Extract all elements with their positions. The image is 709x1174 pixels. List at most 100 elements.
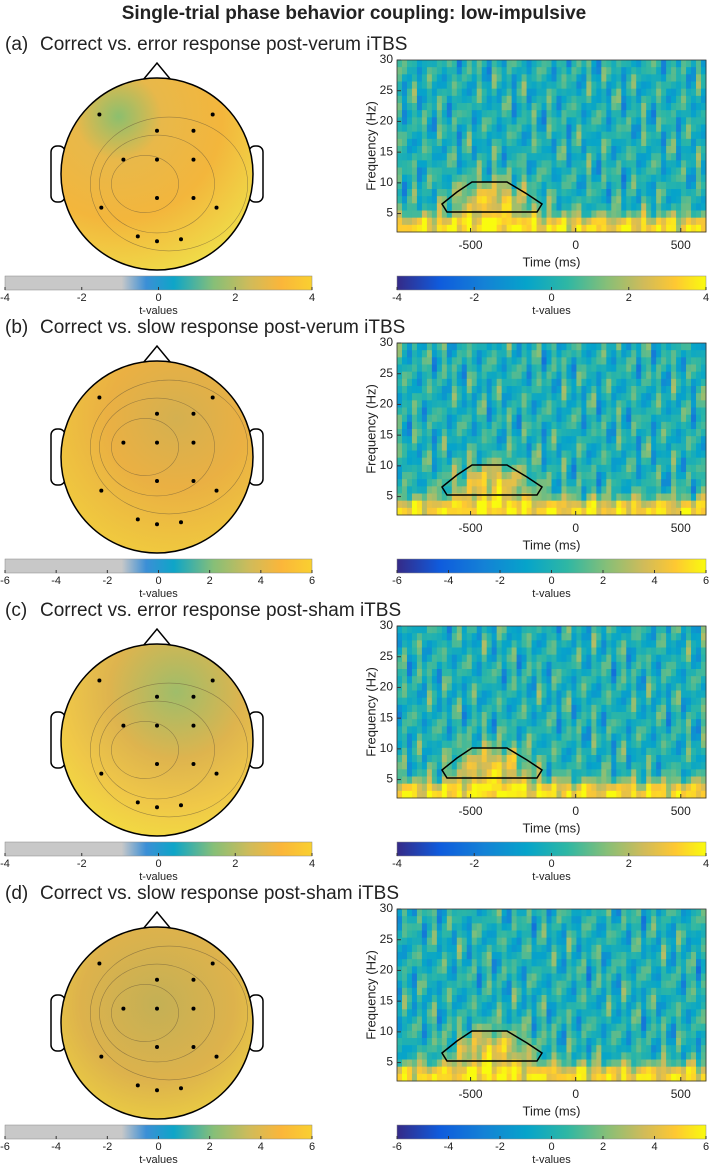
heatmap-cell (416, 421, 423, 430)
heatmap-cell (696, 676, 702, 684)
heatmap-cell (451, 450, 458, 459)
heatmap-cell (431, 67, 438, 75)
heatmap-cell (686, 472, 692, 480)
heatmap-cell (566, 378, 572, 387)
heatmap-cell (636, 676, 642, 684)
heatmap-cell (581, 103, 587, 111)
heatmap-cell (561, 88, 567, 97)
heatmap-cell (461, 124, 468, 133)
heatmap-cell (401, 1059, 408, 1068)
heatmap-cell (421, 683, 428, 691)
heatmap-cell (661, 450, 667, 459)
heatmap-cell (406, 472, 413, 480)
heatmap-cell (466, 697, 473, 706)
heatmap-cell (471, 110, 478, 118)
heatmap-cell (411, 110, 418, 118)
contour-line (99, 134, 215, 234)
heatmap-cell (681, 640, 687, 648)
heatmap-cell (476, 726, 483, 734)
colorbar-tick-label: 4 (703, 292, 709, 304)
heatmap-cell (426, 769, 433, 777)
heatmap-cell (531, 493, 538, 502)
heatmap-cell (611, 167, 617, 176)
heatmap-cell (526, 755, 533, 763)
heatmap-cell (566, 371, 572, 380)
heatmap-cell (456, 378, 463, 387)
heatmap-cell (556, 364, 562, 373)
heatmap-cell (431, 712, 438, 720)
heatmap-cell (646, 776, 652, 785)
heatmap-cell (397, 1023, 403, 1032)
heatmap-cell (516, 103, 523, 111)
heatmap-cell (591, 81, 597, 90)
heatmap-cell (646, 371, 652, 380)
heatmap-cell (531, 429, 538, 437)
heatmap-cell (556, 153, 562, 161)
heatmap-cell (636, 378, 642, 387)
heatmap-cell (411, 1059, 418, 1068)
heatmap-cell (686, 60, 692, 68)
heatmap-cell (416, 683, 423, 691)
heatmap-cell (451, 124, 458, 133)
heatmap-cell (476, 486, 483, 494)
heatmap-cell (431, 364, 438, 373)
heatmap-cell (581, 747, 587, 756)
heatmap-cell (591, 704, 597, 713)
heatmap-cell (551, 81, 557, 90)
heatmap-cell (546, 747, 552, 756)
heatmap-cell (661, 189, 667, 197)
heatmap-cell (491, 203, 498, 211)
heatmap-cell (426, 493, 433, 502)
heatmap-cell (456, 712, 463, 720)
heatmap-cell (651, 386, 657, 394)
heatmap-cell (601, 493, 607, 502)
heatmap-cell (397, 479, 403, 487)
heatmap-cell (661, 726, 667, 734)
heatmap-cell (686, 626, 692, 634)
heatmap-cell (646, 138, 652, 147)
heatmap-cell (621, 124, 627, 133)
heatmap-cell (441, 966, 448, 974)
heatmap-cell (496, 167, 503, 176)
heatmap-cell (501, 747, 508, 756)
heatmap-cell (691, 81, 697, 90)
heatmap-cell (591, 407, 597, 416)
heatmap-cell (526, 67, 533, 75)
heatmap-cell (451, 937, 458, 946)
heatmap-cell (701, 153, 707, 161)
heatmap-cell (686, 443, 692, 451)
heatmap-cell (576, 196, 582, 204)
heatmap-cell (661, 429, 667, 437)
heatmap-cell (571, 493, 577, 502)
heatmap-cell (476, 507, 483, 516)
heatmap-cell (651, 203, 657, 211)
heatmap-cell (516, 776, 523, 785)
heatmap-cell (496, 733, 503, 742)
heatmap-cell (626, 60, 632, 68)
heatmap-cell (496, 74, 503, 82)
heatmap-cell (431, 923, 438, 931)
heatmap-cell (441, 210, 448, 219)
heatmap-cell (471, 378, 478, 387)
heatmap-cell (686, 450, 692, 459)
heatmap-cell (441, 407, 448, 416)
heatmap-cell (426, 683, 433, 691)
heatmap-cell (446, 407, 453, 416)
heatmap-cell (686, 181, 692, 190)
heatmap-cell (611, 378, 617, 387)
heatmap-cell (611, 740, 617, 749)
heatmap-cell (571, 640, 577, 648)
heatmap-cell (591, 726, 597, 734)
heatmap-cell (551, 633, 557, 641)
heatmap-cell (501, 647, 508, 656)
heatmap-cell (421, 196, 428, 204)
heatmap-cell (676, 500, 682, 509)
heatmap-cell (626, 697, 632, 706)
heatmap-cell (511, 350, 518, 358)
heatmap-cell (541, 500, 548, 509)
heatmap-cell (636, 60, 642, 68)
heatmap-cell (606, 755, 612, 763)
heatmap-cell (397, 937, 403, 946)
colorbar-tick-label: 2 (232, 858, 238, 870)
heatmap-cell (511, 407, 518, 416)
